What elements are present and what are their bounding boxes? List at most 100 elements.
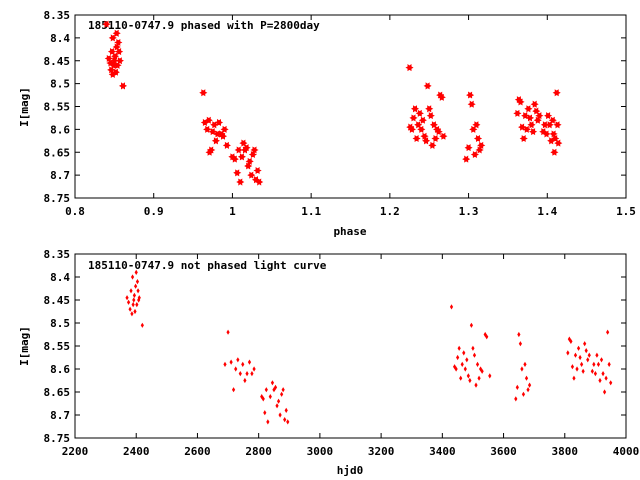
phased-data-point <box>108 34 117 42</box>
unphased-x-tick-label: 2200 <box>62 445 89 458</box>
unphased-data-point <box>134 283 138 289</box>
unphased-data-point <box>575 366 579 372</box>
unphased-data-point <box>524 375 529 381</box>
unphased-y-tick-label: 8.75 <box>44 432 71 445</box>
unphased-data-point <box>250 371 254 377</box>
phased-data-point <box>214 118 224 127</box>
phased-data-point <box>236 178 245 186</box>
unphased-data-point <box>126 299 131 305</box>
unphased-data-point <box>463 366 467 372</box>
unphased-data-point <box>520 366 524 372</box>
unphased-data-point <box>518 341 522 347</box>
phased-data-point <box>245 157 254 165</box>
phased-data-point <box>423 82 432 90</box>
unphased-data-point <box>252 366 256 372</box>
phased-y-tick-label: 8.7 <box>50 169 70 182</box>
phased-light-curve-panel: 185110-0747.9 phased with P=2800day phas… <box>18 9 636 238</box>
unphased-data-point <box>280 391 284 397</box>
unphased-data-point <box>586 357 590 363</box>
phased-data-point <box>527 121 536 129</box>
phased-data-point <box>203 125 212 133</box>
unphased-y-tick-label: 8.35 <box>44 248 71 261</box>
phased-data-point <box>118 82 128 90</box>
unphased-y-tick-label: 8.5 <box>50 317 70 330</box>
phased-data-point <box>204 116 213 124</box>
unphased-data-point <box>521 391 526 397</box>
phased-data-point <box>412 135 421 143</box>
phased-data-point <box>407 125 416 133</box>
unphased-data-point <box>471 345 475 351</box>
phased-y-tick-label: 8.35 <box>44 9 71 22</box>
unphased-x-ticks: 2200 2400 2600 2800 3000 3200 3400 3600 3800 4000 <box>62 254 640 458</box>
unphased-data-point <box>567 336 571 342</box>
unphased-data-point <box>137 295 141 301</box>
unphased-data-point <box>472 352 477 358</box>
unphased-data-point <box>130 311 134 317</box>
phased-y-tick-label: 8.4 <box>50 32 70 45</box>
unphased-data-point <box>275 403 279 409</box>
phased-y-tick-label: 8.75 <box>44 192 71 205</box>
phased-data-point <box>513 109 522 117</box>
unphased-data-point <box>475 361 480 367</box>
unphased-data-point <box>609 380 613 386</box>
phased-y-ticks: 8.35 8.4 8.45 8.5 8.55 8.6 8.65 8.7 8.75 <box>44 9 626 205</box>
phased-y-axis-label: I[mag] <box>18 87 31 127</box>
phased-data-point <box>112 29 121 37</box>
unphased-data-point <box>125 295 129 301</box>
unphased-data-point <box>276 398 281 404</box>
phased-data-point <box>230 155 239 163</box>
phased-data-point <box>466 91 475 99</box>
unphased-data-point <box>583 341 587 347</box>
unphased-x-tick-label: 3000 <box>307 445 334 458</box>
phased-data-point <box>237 153 246 161</box>
phased-y-tick-label: 8.55 <box>44 101 71 114</box>
unphased-data-point <box>457 345 461 351</box>
unphased-data-point <box>580 361 584 367</box>
unphased-y-tick-label: 8.55 <box>44 340 71 353</box>
unphased-data-point <box>136 288 140 294</box>
phased-data-point <box>540 121 549 129</box>
unphased-data-point <box>595 352 599 358</box>
unphased-data-point <box>286 419 290 425</box>
unphased-data-point <box>570 364 575 370</box>
unphased-y-tick-label: 8.7 <box>50 409 70 422</box>
unphased-x-tick-label: 4000 <box>613 445 640 458</box>
phased-x-tick-label: 1.3 <box>459 205 479 218</box>
unphased-data-point <box>592 361 596 367</box>
phased-data-point <box>425 105 434 113</box>
unphased-data-point <box>264 387 268 393</box>
phased-x-tick-label: 1.5 <box>616 205 636 218</box>
phased-data-point <box>439 132 448 140</box>
phased-data-point <box>431 135 440 143</box>
phased-data-point <box>211 137 220 145</box>
phased-data-point <box>554 139 563 147</box>
unphased-data-point <box>223 361 227 367</box>
unphased-data-point <box>266 419 270 425</box>
unphased-data-point <box>236 357 240 363</box>
phased-x-ticks: 0.8 0.9 1 1.1 1.2 1.3 1.4 1.5 <box>65 15 636 218</box>
phased-x-tick-label: 1.1 <box>301 205 321 218</box>
unphased-data-point <box>229 359 233 365</box>
phased-data-point <box>462 155 471 163</box>
phased-data-point <box>542 130 551 138</box>
unphased-data-point <box>514 396 518 402</box>
phased-data-point <box>544 112 553 120</box>
unphased-data-point <box>243 377 247 384</box>
phased-data-point <box>535 112 544 120</box>
unphased-data-point <box>273 384 278 390</box>
phased-data-point <box>102 20 111 28</box>
unphased-data-point <box>460 361 464 367</box>
unphased-x-tick-label: 3800 <box>552 445 579 458</box>
phased-data-point <box>409 114 418 122</box>
phased-x-tick-label: 1.2 <box>380 205 400 218</box>
unphased-data-point <box>132 292 136 298</box>
unphased-data-point <box>128 306 132 312</box>
unphased-x-tick-label: 2400 <box>123 445 150 458</box>
phased-data-point <box>242 144 251 152</box>
unphased-data-point <box>247 359 252 365</box>
unphased-data-point <box>593 371 597 377</box>
phased-data-point <box>234 146 243 154</box>
unphased-x-tick-label: 2800 <box>245 445 272 458</box>
unphased-data-point <box>245 371 249 377</box>
